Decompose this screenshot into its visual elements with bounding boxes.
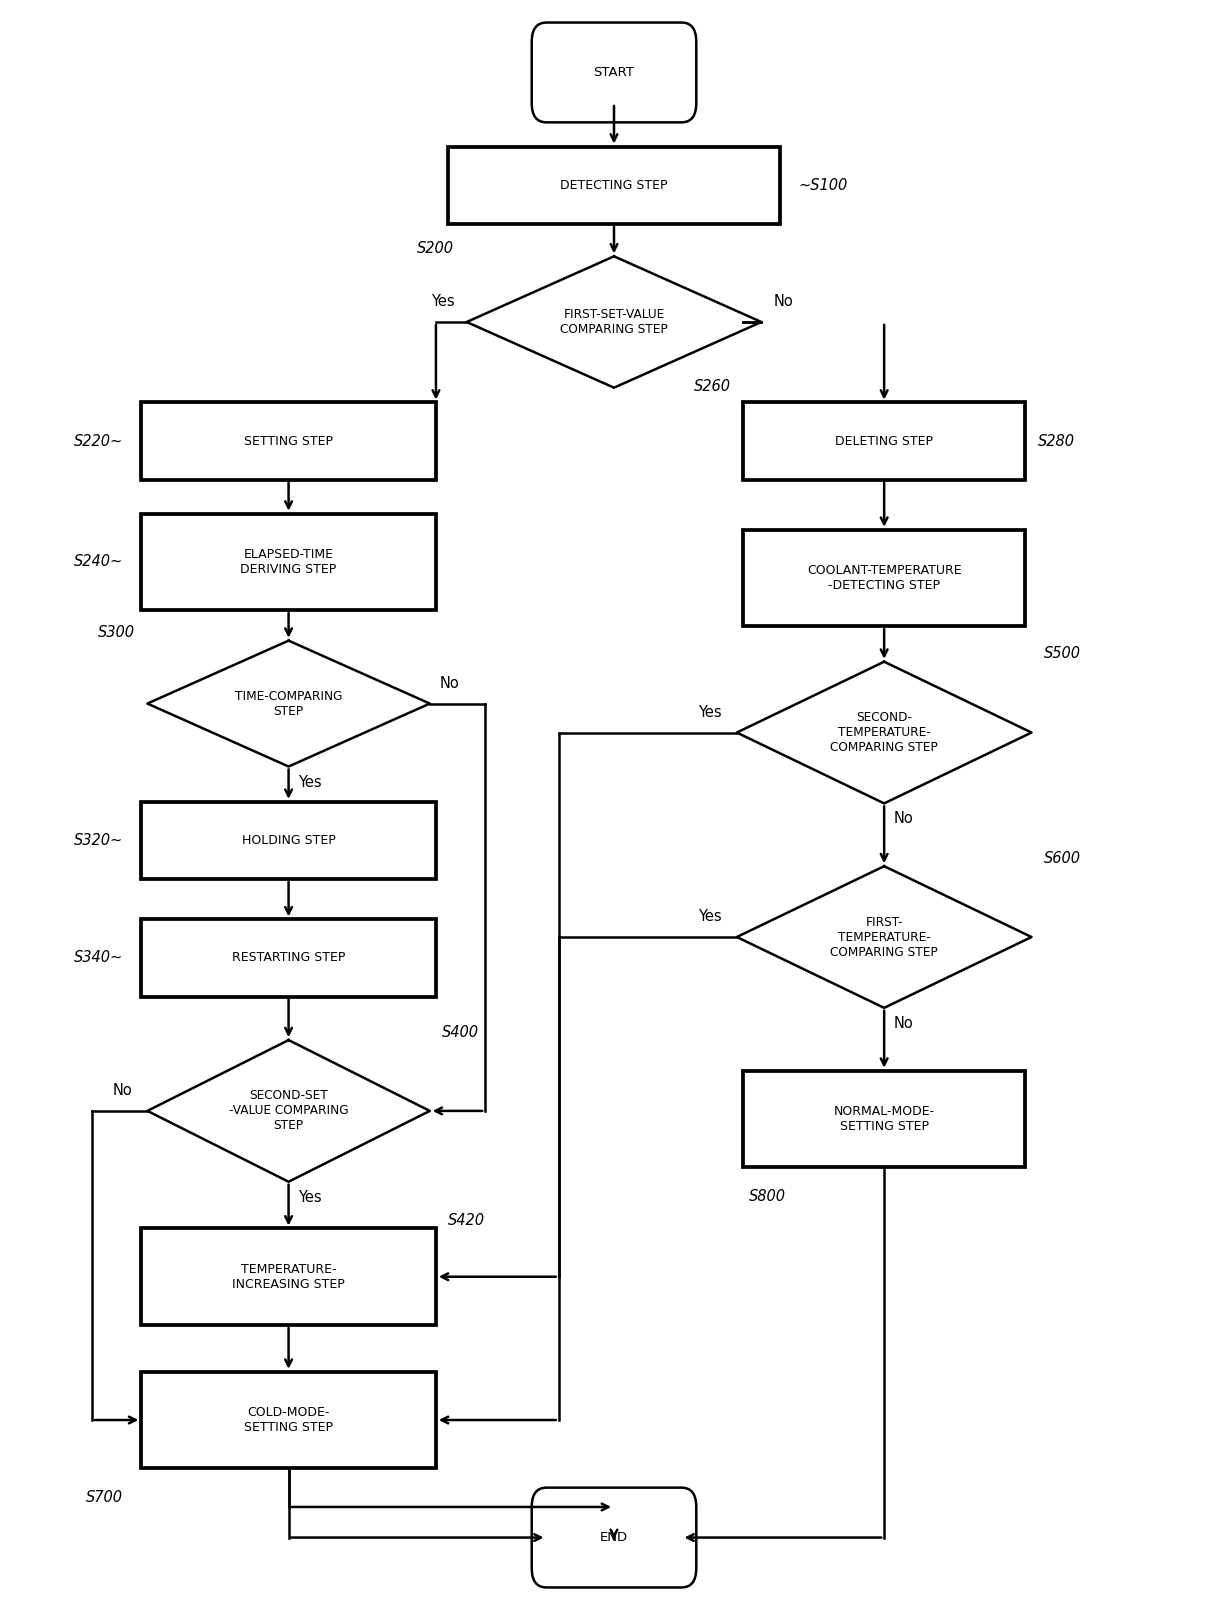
- Text: S260: S260: [694, 378, 731, 394]
- Text: DELETING STEP: DELETING STEP: [835, 435, 933, 448]
- Text: COLD-MODE-
SETTING STEP: COLD-MODE- SETTING STEP: [244, 1406, 333, 1435]
- FancyBboxPatch shape: [532, 23, 696, 122]
- Text: ELAPSED-TIME
DERIVING STEP: ELAPSED-TIME DERIVING STEP: [241, 547, 336, 576]
- Bar: [743, 530, 1025, 626]
- Text: Yes: Yes: [431, 295, 454, 309]
- Bar: [141, 802, 436, 879]
- Bar: [743, 1071, 1025, 1167]
- Text: No: No: [894, 1016, 914, 1030]
- Polygon shape: [737, 866, 1032, 1008]
- Text: HOLDING STEP: HOLDING STEP: [242, 834, 335, 847]
- Text: NORMAL-MODE-
SETTING STEP: NORMAL-MODE- SETTING STEP: [834, 1104, 935, 1133]
- Text: No: No: [774, 295, 793, 309]
- Bar: [141, 514, 436, 610]
- Polygon shape: [467, 256, 761, 388]
- Text: S240~: S240~: [74, 554, 123, 570]
- Text: DETECTING STEP: DETECTING STEP: [560, 179, 668, 192]
- Bar: [448, 147, 780, 224]
- Polygon shape: [147, 1040, 430, 1182]
- Text: S200: S200: [418, 242, 454, 256]
- Polygon shape: [147, 641, 430, 766]
- Text: SECOND-SET
-VALUE COMPARING
STEP: SECOND-SET -VALUE COMPARING STEP: [228, 1090, 349, 1132]
- Text: START: START: [593, 66, 635, 79]
- Text: RESTARTING STEP: RESTARTING STEP: [232, 952, 345, 964]
- Text: S300: S300: [98, 625, 135, 641]
- Text: No: No: [894, 811, 914, 826]
- Text: Yes: Yes: [298, 774, 322, 789]
- Text: S500: S500: [1044, 646, 1081, 662]
- Text: SECOND-
TEMPERATURE-
COMPARING STEP: SECOND- TEMPERATURE- COMPARING STEP: [830, 712, 938, 753]
- Text: Yes: Yes: [298, 1190, 322, 1204]
- Text: FIRST-SET-VALUE
COMPARING STEP: FIRST-SET-VALUE COMPARING STEP: [560, 308, 668, 336]
- FancyBboxPatch shape: [532, 1488, 696, 1587]
- Bar: [141, 919, 436, 997]
- Text: END: END: [600, 1531, 628, 1544]
- Text: S800: S800: [749, 1188, 786, 1204]
- Text: S280: S280: [1038, 433, 1074, 449]
- Text: Yes: Yes: [699, 705, 722, 720]
- Text: FIRST-
TEMPERATURE-
COMPARING STEP: FIRST- TEMPERATURE- COMPARING STEP: [830, 916, 938, 958]
- Text: No: No: [113, 1084, 133, 1098]
- Text: COOLANT-TEMPERATURE
-DETECTING STEP: COOLANT-TEMPERATURE -DETECTING STEP: [807, 564, 962, 592]
- Bar: [141, 402, 436, 480]
- Text: S420: S420: [448, 1212, 485, 1228]
- Text: TEMPERATURE-
INCREASING STEP: TEMPERATURE- INCREASING STEP: [232, 1262, 345, 1291]
- Text: TIME-COMPARING
STEP: TIME-COMPARING STEP: [235, 689, 343, 718]
- Text: ~S100: ~S100: [798, 177, 847, 193]
- Bar: [141, 1372, 436, 1468]
- Text: SETTING STEP: SETTING STEP: [244, 435, 333, 448]
- Text: No: No: [440, 676, 459, 691]
- Text: S320~: S320~: [74, 832, 123, 848]
- Text: S400: S400: [442, 1024, 479, 1040]
- Bar: [743, 402, 1025, 480]
- Text: Yes: Yes: [699, 910, 722, 924]
- Bar: [141, 1228, 436, 1325]
- Polygon shape: [737, 662, 1032, 803]
- Text: S340~: S340~: [74, 950, 123, 966]
- Text: S220~: S220~: [74, 433, 123, 449]
- Text: S700: S700: [86, 1489, 123, 1505]
- Text: S600: S600: [1044, 850, 1081, 866]
